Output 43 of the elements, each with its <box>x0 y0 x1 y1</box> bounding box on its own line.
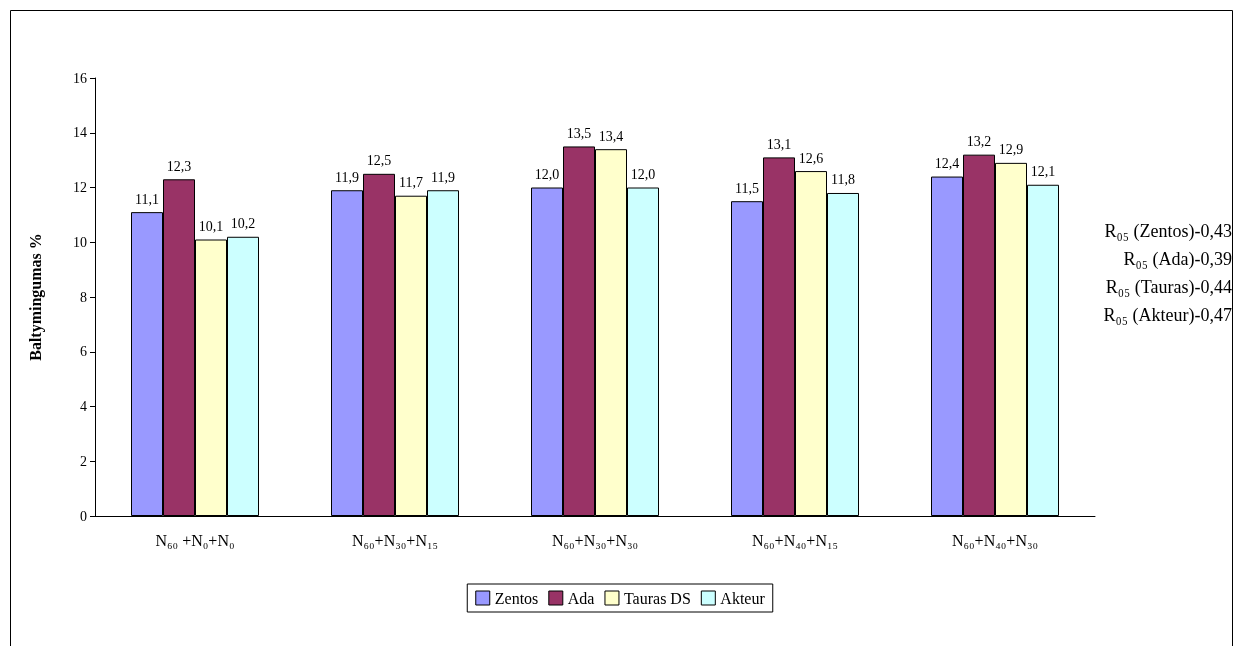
y-axis-title: Baltymingumas % <box>26 233 45 361</box>
legend-label: Zentos <box>494 589 539 607</box>
data-label: 13,4 <box>598 128 624 144</box>
data-label: 12,5 <box>366 153 392 169</box>
y-tick-label: 8 <box>80 289 87 305</box>
text: R₀₅ (Akteur)-0,47 <box>1103 305 1233 326</box>
y-tick-label: 0 <box>80 508 87 524</box>
y-tick-label: 2 <box>80 453 87 469</box>
x-tick-label: N₆₀+N₃₀+N₃₀ <box>551 531 639 549</box>
data-label: 10,1 <box>198 219 224 235</box>
data-label: 11,9 <box>335 169 359 185</box>
data-label: 11,7 <box>399 175 423 191</box>
y-tick-label: 16 <box>73 70 87 86</box>
legend-label: Tauras DS <box>623 589 691 607</box>
y-tick-label: 4 <box>80 399 87 414</box>
text: R₀₅ (Zentos)-0,43 <box>1104 221 1232 242</box>
y-tick-label: 12 <box>73 180 87 195</box>
text: R₀₅ (Tauras)-0,44 <box>1105 277 1233 298</box>
data-label: 11,8 <box>831 172 855 188</box>
y-tick-label: 14 <box>73 125 87 141</box>
data-label: 13,2 <box>966 134 992 150</box>
y-tick-label: 6 <box>80 344 87 360</box>
x-tick-label: N₆₀+N₃₀+N₁₅ <box>351 531 439 549</box>
data-label: 12,9 <box>998 142 1024 158</box>
data-label: 12,4 <box>934 156 960 172</box>
data-label: 12,6 <box>798 150 824 166</box>
data-label: 11,5 <box>735 180 759 196</box>
data-label: 11,9 <box>431 169 455 185</box>
data-label: 12,3 <box>166 158 192 174</box>
data-label: 12,0 <box>630 167 656 182</box>
x-tick-label: N₆₀+N₄₀+N₃₀ <box>951 531 1039 549</box>
x-tick-label: N₆₀ +N₀+N₀ <box>155 531 235 549</box>
data-label: 13,1 <box>766 136 792 152</box>
data-label: 13,5 <box>566 125 592 141</box>
text: R₀₅ (Ada)-0,39 <box>1123 249 1232 270</box>
data-label: 10,2 <box>230 216 256 232</box>
data-label: 12,0 <box>534 167 560 182</box>
data-label: 12,1 <box>1030 164 1056 180</box>
y-tick-label: 10 <box>73 234 87 250</box>
legend-label: Ada <box>567 589 595 607</box>
x-tick-label: N₆₀+N₄₀+N₁₅ <box>751 531 839 549</box>
data-label: 11,1 <box>135 191 159 207</box>
legend-label: Akteur <box>720 589 766 607</box>
